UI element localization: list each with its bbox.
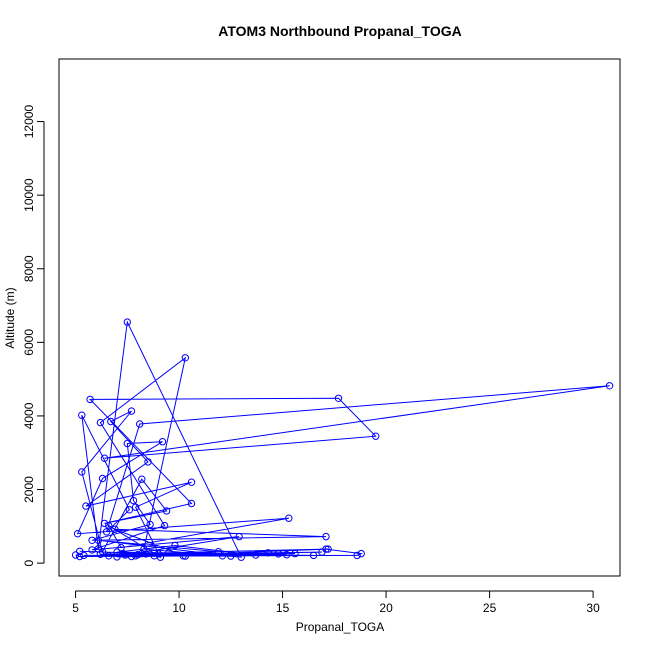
series-points: [71, 318, 614, 561]
series-line: [75, 320, 610, 559]
data-point: [129, 496, 138, 505]
data-point: [181, 354, 190, 362]
x-tick-label: 20: [379, 601, 393, 615]
data-point: [218, 552, 227, 560]
data-point: [150, 552, 158, 560]
data-point: [96, 418, 105, 427]
data-point: [138, 475, 146, 483]
data-point: [146, 520, 154, 529]
data-point: [78, 468, 86, 476]
data-point: [105, 552, 113, 560]
data-point: [372, 432, 380, 440]
data-point: [187, 499, 196, 508]
data-point: [264, 549, 272, 557]
data-point: [82, 502, 90, 510]
data-point: [111, 525, 119, 533]
data-point: [158, 438, 167, 446]
data-point: [80, 551, 88, 560]
data-point: [100, 454, 109, 462]
data-point: [357, 549, 365, 558]
data-point: [98, 474, 107, 483]
y-tick-label: 10000: [22, 178, 36, 212]
data-point: [107, 417, 115, 426]
data-point: [227, 552, 235, 560]
y-tick-label: 8000: [22, 255, 36, 282]
data-point: [88, 546, 96, 554]
data-point: [252, 551, 260, 559]
data-point: [136, 420, 144, 428]
data-point: [140, 545, 148, 553]
data-point: [86, 395, 94, 404]
x-tick-label: 10: [172, 601, 186, 615]
data-point: [76, 547, 84, 555]
data-point: [78, 411, 86, 419]
data-point: [162, 507, 171, 515]
data-point: [154, 550, 163, 558]
data-point: [274, 550, 283, 558]
data-point: [283, 551, 291, 559]
x-tick-label: 25: [483, 601, 497, 615]
plot-frame: [58, 58, 621, 577]
data-point: [100, 519, 109, 528]
data-point: [102, 528, 111, 536]
series-lines: [75, 320, 610, 559]
data-point: [144, 458, 152, 466]
data-point: [285, 514, 293, 522]
y-axis-label: Altitude (m): [3, 287, 17, 348]
data-point: [237, 553, 245, 561]
data-point: [171, 541, 179, 550]
y-tick-label: 4000: [22, 402, 36, 429]
data-point: [605, 382, 614, 390]
data-point: [125, 506, 134, 514]
data-point: [76, 552, 84, 561]
data-point: [160, 521, 169, 530]
data-point: [121, 551, 129, 559]
x-axis: 5 10 15 20 25 30: [72, 590, 600, 615]
data-point: [165, 549, 173, 557]
data-point: [322, 532, 330, 541]
x-tick-label: 30: [586, 601, 600, 615]
data-point: [113, 553, 121, 561]
data-point: [119, 549, 127, 558]
data-point: [88, 536, 96, 544]
data-point: [123, 318, 132, 326]
data-point: [123, 439, 132, 448]
data-point: [142, 550, 150, 558]
y-tick-label: 2000: [22, 476, 36, 503]
data-point: [353, 551, 361, 560]
y-axis: 0 2000 4000 6000 8000 10000 12000: [22, 105, 45, 566]
data-point: [187, 478, 196, 486]
y-tick-label: 12000: [22, 105, 36, 139]
x-tick-label: 15: [276, 601, 290, 615]
data-point: [71, 551, 80, 559]
data-point: [309, 551, 318, 560]
data-point: [334, 394, 343, 402]
data-point: [127, 407, 136, 415]
data-point: [73, 530, 82, 538]
data-point: [138, 549, 146, 558]
data-point: [235, 532, 243, 541]
y-tick-label: 6000: [22, 329, 36, 356]
data-point: [179, 552, 187, 560]
x-axis-label: Propanal_TOGA: [296, 620, 385, 634]
y-tick-label: 0: [22, 559, 36, 566]
data-point: [131, 503, 140, 511]
x-tick-label: 5: [72, 601, 79, 615]
data-point: [131, 552, 140, 560]
data-point: [318, 548, 326, 556]
chart-title: ATOM3 Northbound Propanal_TOGA: [218, 23, 461, 39]
data-point: [214, 548, 223, 556]
data-point: [324, 545, 332, 553]
data-point: [291, 549, 299, 558]
